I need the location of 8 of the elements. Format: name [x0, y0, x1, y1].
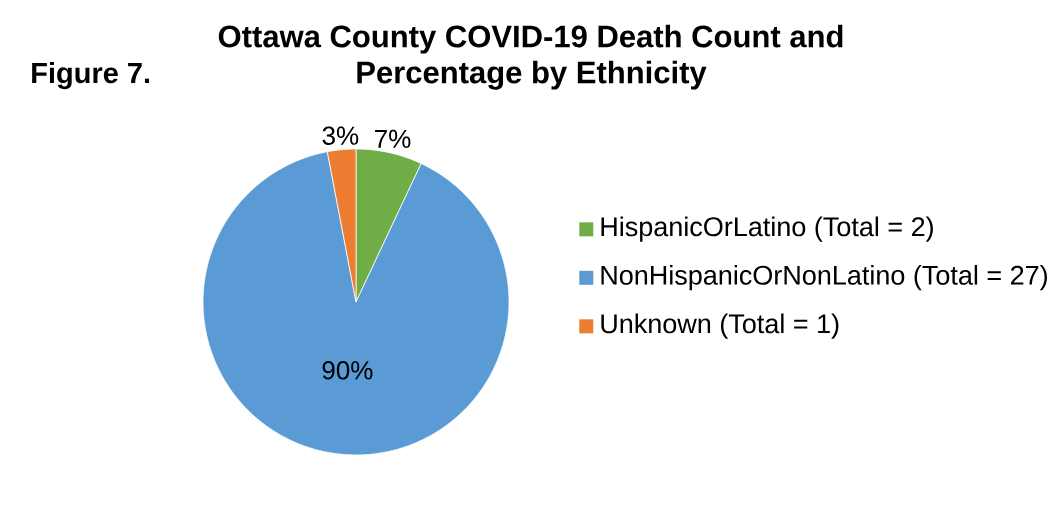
chart-title: Ottawa County COVID-19 Death Count and Percentage by Ethnicity	[218, 24, 843, 90]
data-label: 90%	[322, 361, 373, 380]
legend-label: NonHispanicOrNonLatino (Total = 27)	[601, 264, 1047, 291]
caption: Figure 7.	[32, 61, 150, 90]
data-label: 7%	[375, 129, 411, 148]
legend-label: Unknown (Total = 1)	[601, 313, 839, 339]
data-label: 3%	[322, 126, 359, 145]
legend-label: HispanicOrLatino (Total = 2)	[601, 216, 933, 242]
